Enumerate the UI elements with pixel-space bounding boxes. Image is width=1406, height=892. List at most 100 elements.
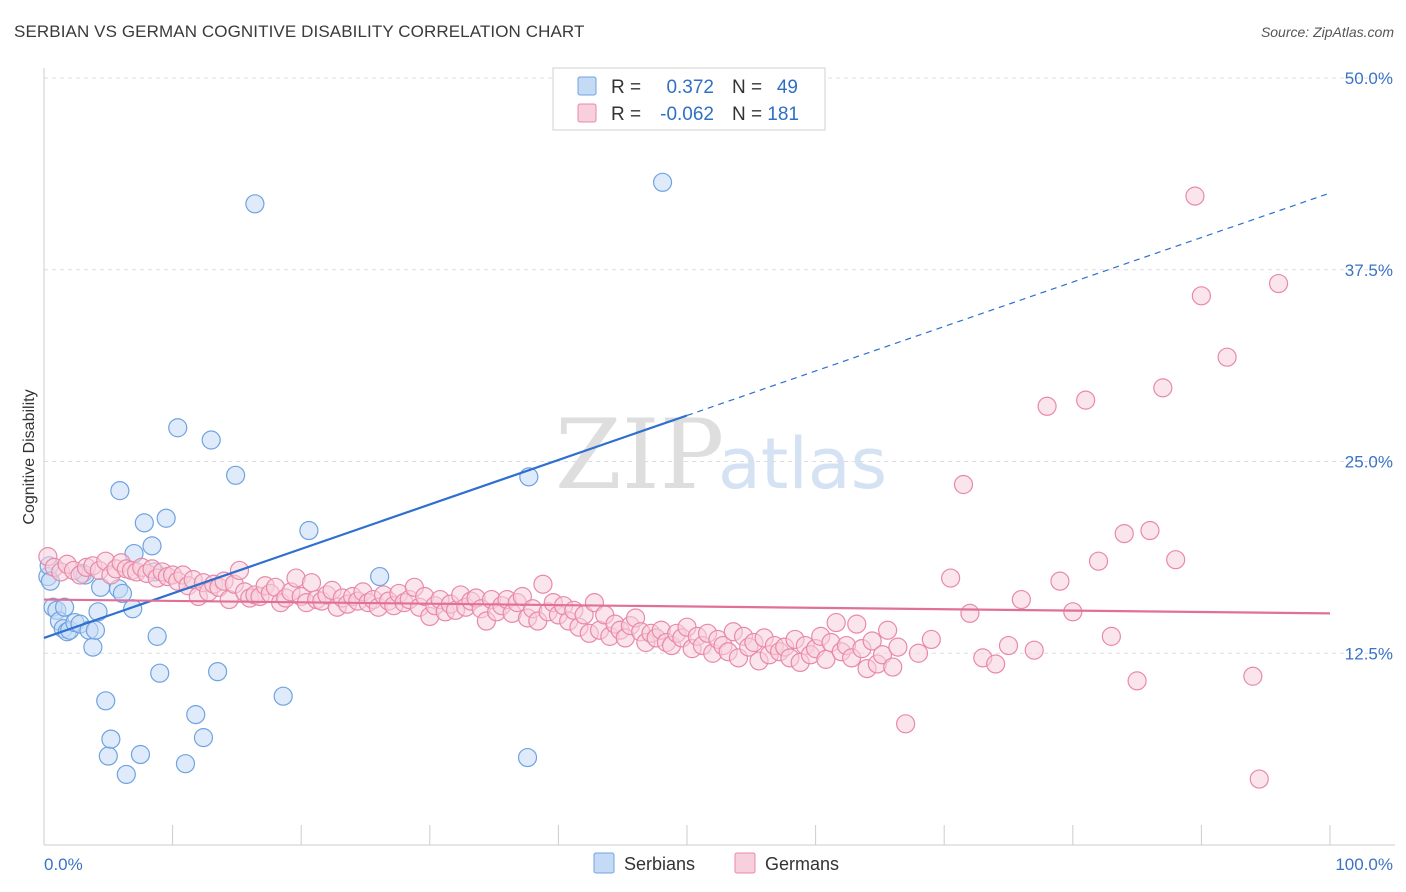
- serbian-point-40: [208, 662, 228, 682]
- y-axis-title: Cognitive Disability: [21, 389, 38, 524]
- series-germans: [38, 186, 1289, 789]
- serbian-point-24: [112, 583, 133, 604]
- german-point-168: [960, 603, 980, 623]
- german-trend-line: [43, 598, 1331, 615]
- german-point-188: [1268, 273, 1289, 294]
- serbian-point-28: [130, 744, 151, 765]
- watermark-atlas: atlas: [718, 423, 887, 505]
- german-point-164: [896, 714, 916, 734]
- serbian-point-16: [85, 620, 106, 640]
- german-point-190: [1249, 769, 1269, 789]
- serbian-point-45: [370, 566, 390, 587]
- serbian-point-36: [175, 754, 196, 774]
- legend-box-frame: [552, 67, 826, 131]
- german-point-184: [1166, 550, 1186, 570]
- german-point-160: [872, 645, 893, 665]
- serbian-point-42: [245, 194, 265, 214]
- german-point-191: [953, 474, 974, 495]
- serbian-point-19: [96, 691, 116, 711]
- german-point-151: [826, 612, 846, 633]
- legend-r-value-germans: -0.062: [660, 104, 714, 125]
- serbian-point-30: [142, 536, 162, 556]
- serbian-point-7: [54, 597, 75, 617]
- german-point-163: [888, 637, 908, 657]
- german-point-181: [1127, 671, 1147, 691]
- german-point-189: [1185, 186, 1205, 206]
- legend-n-label-germans: N =: [732, 104, 762, 125]
- german-point-179: [1101, 626, 1121, 646]
- german-point-49: [301, 573, 322, 593]
- trend-lines: [43, 192, 1331, 639]
- serbian-point-35: [168, 418, 188, 438]
- serbian-point-15: [83, 637, 103, 657]
- german-point-165: [908, 643, 929, 663]
- y-tick-label-2: 37.5%: [1345, 261, 1393, 280]
- german-point-161: [878, 620, 898, 640]
- legend-swatch-germans: [577, 103, 597, 123]
- axes: [43, 68, 1395, 846]
- german-point-158: [862, 631, 882, 651]
- german-point-171: [998, 635, 1019, 656]
- german-point-187: [1243, 666, 1263, 686]
- serbian-point-23: [110, 481, 130, 501]
- bottom-legend-label-serbians: Serbians: [624, 854, 695, 874]
- german-point-170: [986, 654, 1006, 674]
- serbian-point-37: [186, 705, 206, 725]
- y-axis-tick-labels: 12.5% 25.0% 37.5% 50.0%: [1345, 69, 1393, 663]
- y-tick-label-3: 50.0%: [1345, 69, 1393, 88]
- legend-n-value-germans: 181: [767, 104, 799, 125]
- serbian-point-39: [201, 430, 221, 450]
- german-point-174: [1037, 396, 1057, 416]
- german-point-182: [1140, 520, 1160, 541]
- serbian-point-20: [98, 746, 118, 766]
- legend-n-label-serbians: N =: [732, 77, 762, 98]
- german-point-104: [584, 593, 605, 613]
- bottom-legend: Serbians Germans: [593, 852, 839, 874]
- serbian-point-43: [273, 686, 293, 706]
- x-axis-ticks: [43, 825, 1331, 845]
- serbian-point-17: [88, 602, 108, 622]
- bottom-legend-swatch-germans: [734, 852, 756, 874]
- serbian-point-29: [134, 513, 154, 533]
- german-point-173: [1024, 640, 1044, 660]
- serbian-point-33: [150, 663, 170, 683]
- legend-r-label-germans: R =: [611, 104, 641, 125]
- serbian-point-41: [226, 465, 246, 485]
- x-tick-label-max: 100.0%: [1335, 855, 1393, 874]
- german-point-183: [1153, 378, 1173, 398]
- serbian-point-46: [517, 747, 538, 768]
- serbian-point-48: [652, 172, 673, 192]
- chart-title: SERBIAN VS GERMAN COGNITIVE DISABILITY C…: [14, 22, 585, 41]
- german-point-172: [1011, 589, 1031, 610]
- legend-swatch-serbians: [577, 76, 597, 96]
- german-point-186: [1217, 347, 1237, 367]
- german-point-166: [921, 629, 941, 650]
- german-point-178: [1088, 551, 1109, 571]
- serbian-point-21: [101, 729, 121, 749]
- serbian-trend-extension: [686, 192, 1331, 417]
- german-point-177: [1076, 390, 1096, 410]
- serbian-point-34: [156, 508, 176, 528]
- x-tick-label-min: 0.0%: [44, 855, 83, 874]
- serbian-point-38: [193, 728, 214, 748]
- german-point-94: [533, 574, 553, 594]
- bottom-legend-label-germans: Germans: [765, 854, 839, 874]
- legend-n-value-serbians: 49: [777, 77, 798, 98]
- serbian-point-32: [147, 626, 167, 646]
- serbian-point-25: [116, 764, 136, 785]
- german-point-175: [1050, 571, 1070, 591]
- legend-box: R = 0.372 N = 49 R = -0.062 N = 181: [552, 67, 826, 131]
- german-point-162: [883, 657, 903, 677]
- y-tick-label-0: 12.5%: [1345, 644, 1393, 663]
- german-point-155: [847, 614, 867, 634]
- german-point-167: [941, 568, 961, 588]
- german-point-185: [1191, 286, 1212, 306]
- german-point-180: [1114, 523, 1134, 544]
- legend-r-label-serbians: R =: [611, 77, 641, 98]
- bottom-legend-swatch-serbians: [593, 852, 615, 874]
- serbian-point-44: [299, 520, 319, 541]
- legend-r-value-serbians: 0.372: [666, 77, 714, 98]
- german-point-176: [1063, 602, 1083, 622]
- source-label: Source: ZipAtlas.com: [1260, 24, 1394, 40]
